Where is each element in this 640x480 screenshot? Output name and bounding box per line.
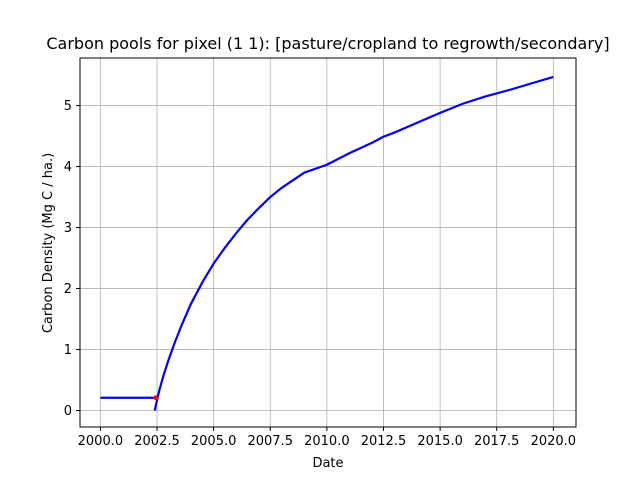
y-tick-label: 3 xyxy=(64,221,72,236)
x-tick-label: 2002.5 xyxy=(134,434,180,449)
x-tick-label: 2020.0 xyxy=(531,434,577,449)
x-tick-label: 2007.5 xyxy=(247,434,293,449)
x-tick-label: 2017.5 xyxy=(474,434,520,449)
axis-ticks: 2000.0 2002.5 2005.0 2007.5 2010.0 2012.5 2015… xyxy=(64,99,576,449)
x-tick-label: 2005.0 xyxy=(191,434,237,449)
chart-title: Carbon pools for pixel (1 1): [pasture/c… xyxy=(46,34,609,53)
x-tick-label: 2000.0 xyxy=(78,434,124,449)
y-tick-label: 4 xyxy=(64,160,72,175)
x-tick-label: 2010.0 xyxy=(304,434,350,449)
plot-frame xyxy=(79,57,577,428)
y-tick-label: 2 xyxy=(64,282,72,297)
x-tick-label: 2012.5 xyxy=(361,434,407,449)
plot-data xyxy=(100,75,554,411)
grid xyxy=(80,58,576,427)
y-axis-label: Carbon Density (Mg C / ha.) xyxy=(41,153,56,333)
y-tick-label: 5 xyxy=(64,99,72,114)
y-tick-label: 1 xyxy=(64,343,72,358)
x-tick-label: 2015.0 xyxy=(417,434,463,449)
x-axis-label: Date xyxy=(312,456,343,471)
y-tick-label: 0 xyxy=(64,404,72,419)
data-marker xyxy=(153,395,159,401)
series-line xyxy=(153,75,554,411)
